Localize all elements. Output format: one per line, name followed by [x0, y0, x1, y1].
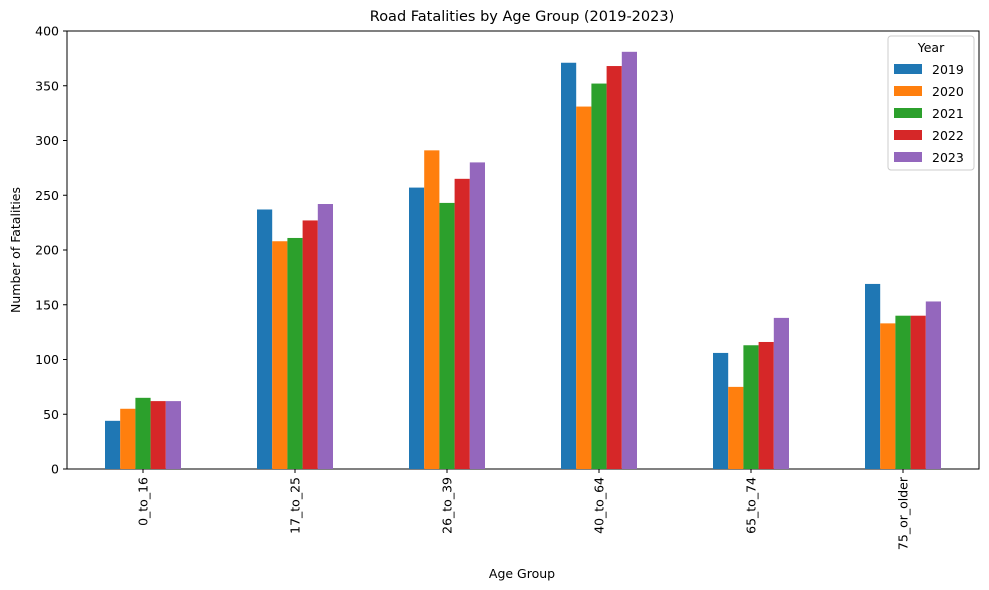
- legend-label-2021: 2021: [932, 106, 964, 121]
- chart-title: Road Fatalities by Age Group (2019-2023): [370, 9, 674, 25]
- bar-2023-26_to_39: [469, 162, 485, 469]
- bar-2019-0_to_16: [105, 420, 121, 469]
- legend-swatch-2022: [894, 130, 922, 140]
- y-tick-label: 100: [35, 352, 59, 367]
- bar-2020-26_to_39: [424, 150, 440, 469]
- bar-2020-0_to_16: [120, 408, 136, 469]
- bar-2023-75_or_older: [925, 301, 941, 469]
- y-tick-label: 200: [35, 243, 59, 258]
- x-axis: 0_to_16 17_to_25 26_to_39 40_to_64 65_to_74 7…: [136, 469, 911, 550]
- legend-swatch-2020: [894, 86, 922, 96]
- y-tick-label: 0: [51, 462, 59, 477]
- bar-2022-0_to_16: [150, 401, 166, 469]
- legend-title: Year: [917, 40, 945, 55]
- x-tick-label: 65_to_74: [744, 477, 759, 534]
- bar-2023-65_to_74: [773, 317, 789, 469]
- bar-2020-75_or_older: [880, 323, 896, 469]
- legend: Year 2019 2020 2021 2022 2023: [887, 35, 975, 171]
- bar-2020-65_to_74: [728, 386, 744, 470]
- x-tick-label: 40_to_64: [592, 477, 607, 534]
- bar-2020-40_to_64: [576, 106, 592, 469]
- bar-2021-26_to_39: [439, 202, 455, 469]
- bar-2021-40_to_64: [591, 83, 607, 469]
- plot-area: 0 50 100 150 200 250 300 350 400 0_to_16 17_to_25…: [35, 24, 980, 550]
- bar-2021-65_to_74: [743, 345, 759, 469]
- x-axis-title: Age Group: [489, 566, 555, 581]
- bar-2021-0_to_16: [135, 397, 151, 469]
- legend-label-2022: 2022: [932, 128, 964, 143]
- legend-swatch-2019: [894, 64, 922, 74]
- legend-label-2020: 2020: [932, 84, 964, 99]
- bar-2022-26_to_39: [454, 178, 470, 469]
- y-tick-label: 50: [43, 407, 59, 422]
- bar-2020-17_to_25: [272, 241, 288, 469]
- bar-2019-40_to_64: [561, 62, 577, 469]
- bar-2021-75_or_older: [895, 315, 911, 469]
- legend-swatch-2023: [894, 152, 922, 162]
- plot-frame: [66, 30, 980, 470]
- bar-2019-26_to_39: [409, 187, 425, 469]
- bar-2022-40_to_64: [606, 66, 622, 469]
- y-axis-title: Number of Fatalities: [8, 187, 23, 313]
- bar-2023-40_to_64: [621, 51, 637, 470]
- bars-group: [105, 51, 941, 470]
- y-tick-label: 400: [35, 24, 59, 39]
- bar-2019-75_or_older: [865, 283, 881, 469]
- bar-2023-0_to_16: [165, 401, 181, 469]
- bar-2022-17_to_25: [302, 220, 318, 469]
- bar-2023-17_to_25: [317, 204, 333, 469]
- bar-2019-17_to_25: [257, 209, 273, 470]
- legend-label-2023: 2023: [932, 150, 964, 165]
- y-tick-label: 150: [35, 297, 59, 312]
- y-tick-label: 350: [35, 78, 59, 93]
- x-tick-label: 17_to_25: [288, 477, 303, 534]
- x-tick-label: 26_to_39: [440, 477, 455, 534]
- legend-swatch-2021: [894, 108, 922, 118]
- bar-2019-65_to_74: [713, 352, 729, 469]
- bar-2021-17_to_25: [287, 237, 303, 469]
- y-tick-label: 250: [35, 188, 59, 203]
- bar-2022-75_or_older: [910, 315, 926, 469]
- y-axis: 0 50 100 150 200 250 300 350 400: [35, 24, 67, 477]
- y-tick-label: 300: [35, 133, 59, 148]
- x-tick-label: 0_to_16: [136, 477, 151, 526]
- x-tick-label: 75_or_older: [896, 476, 911, 550]
- bar-2022-65_to_74: [758, 341, 774, 469]
- legend-label-2019: 2019: [932, 62, 964, 77]
